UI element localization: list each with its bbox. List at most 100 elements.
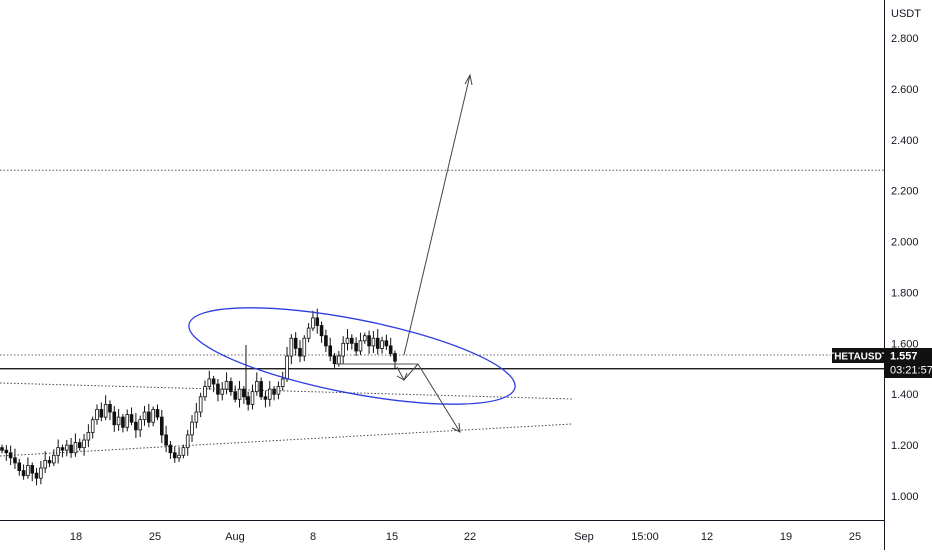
range-highlight-ellipse[interactable] <box>182 288 522 424</box>
candle-body <box>367 335 371 347</box>
candle-body <box>13 457 17 464</box>
candle-body <box>86 431 91 441</box>
candle-body <box>172 452 177 459</box>
time-tick-1: 25 <box>149 531 161 543</box>
candle-body <box>324 335 328 347</box>
candle-body <box>350 337 354 344</box>
time-tick-9: 19 <box>780 531 792 543</box>
time-tick-3: 8 <box>310 531 316 543</box>
candle-body <box>177 454 181 459</box>
price-tick-8: 2.600 <box>891 84 919 96</box>
candle-body <box>82 439 86 449</box>
candle-body <box>259 381 263 398</box>
countdown-label: 03:21:57 <box>890 365 932 377</box>
candle-body <box>246 396 250 405</box>
candle-body <box>168 444 173 454</box>
price-tick-5: 2.000 <box>891 237 919 249</box>
time-tick-7: 15:00 <box>631 531 659 543</box>
candle-body <box>164 434 168 446</box>
candle-body <box>56 447 60 456</box>
candle-body <box>134 421 138 431</box>
candle-body <box>8 452 13 459</box>
candle-body <box>341 342 345 357</box>
candle-body <box>337 355 341 365</box>
projection-arrows[interactable] <box>396 73 473 433</box>
candle-body <box>198 396 203 413</box>
price-tick-labels: 1.000 1.200 1.400 1.600 1.800 2.000 2.200 2.400… <box>891 33 919 503</box>
candle-body <box>26 465 30 477</box>
candle-body <box>242 388 246 398</box>
candle-body <box>293 337 298 349</box>
candle-body <box>332 355 337 365</box>
candle-body <box>4 449 9 454</box>
candle-body <box>95 409 99 421</box>
candle-body <box>211 378 216 385</box>
candle-body <box>21 470 26 477</box>
time-tick-10: 25 <box>849 531 861 543</box>
symbol-badge <box>832 348 884 363</box>
candle-body <box>34 472 39 479</box>
candle-body <box>43 459 47 469</box>
upper-trendline <box>0 382 573 400</box>
candle-body <box>393 353 397 362</box>
candle-body <box>380 340 384 349</box>
candle-body <box>39 467 43 479</box>
candle-body <box>388 345 393 354</box>
candle-body <box>99 409 104 418</box>
candle-body <box>47 459 52 464</box>
candle-body <box>272 388 276 395</box>
candle-body <box>220 388 225 395</box>
price-tick-7: 2.400 <box>891 135 919 147</box>
candle-body <box>0 447 4 451</box>
candle-body <box>384 340 389 347</box>
candle-body <box>103 403 108 418</box>
candle-body <box>375 337 380 349</box>
candle-body <box>267 388 272 400</box>
candle-body <box>52 454 56 464</box>
candle-body <box>354 342 358 352</box>
upward-projection-arrow <box>403 74 471 356</box>
lower-trendline <box>0 423 573 457</box>
candle-body <box>237 388 242 400</box>
price-tick-2: 1.400 <box>891 389 919 401</box>
candle-body <box>358 340 363 352</box>
candle-body <box>142 411 147 421</box>
candle-body <box>233 391 238 400</box>
price-badge <box>884 348 932 378</box>
candle-body <box>77 442 82 449</box>
candle-body <box>69 444 73 454</box>
candle-body <box>125 414 130 428</box>
candle-body <box>255 381 259 393</box>
candle-body <box>250 391 255 405</box>
candle-body <box>328 345 333 357</box>
currency-label: USDT <box>891 8 921 20</box>
candle-body <box>60 447 65 451</box>
time-tick-4: 15 <box>386 531 398 543</box>
symbol-label: THETAUSDT <box>828 352 888 363</box>
candle-body <box>276 386 281 395</box>
zigzag-arrow-head <box>396 372 408 381</box>
candlestick-series <box>0 308 397 486</box>
candle-body <box>263 396 268 400</box>
candle-body <box>289 337 294 357</box>
candle-body <box>155 409 160 418</box>
candle-body <box>229 381 233 393</box>
candle-body <box>108 403 112 413</box>
candle-body <box>73 442 78 454</box>
candle-body <box>362 335 367 342</box>
candle-body <box>345 337 350 344</box>
candle-body <box>159 416 164 436</box>
candle-body <box>285 355 289 380</box>
time-tick-labels: 18 25 Aug 8 15 22 Sep 15:00 12 19 25 <box>70 531 861 543</box>
candle-body <box>319 325 324 337</box>
candle-body <box>116 416 121 426</box>
candle-body <box>302 337 307 357</box>
candle-body <box>151 409 155 423</box>
time-tick-2: Aug <box>225 531 245 543</box>
candle-body <box>306 327 311 339</box>
candle-body <box>371 337 376 347</box>
candle-body <box>194 411 199 423</box>
downward-projection-arrow <box>417 363 461 433</box>
